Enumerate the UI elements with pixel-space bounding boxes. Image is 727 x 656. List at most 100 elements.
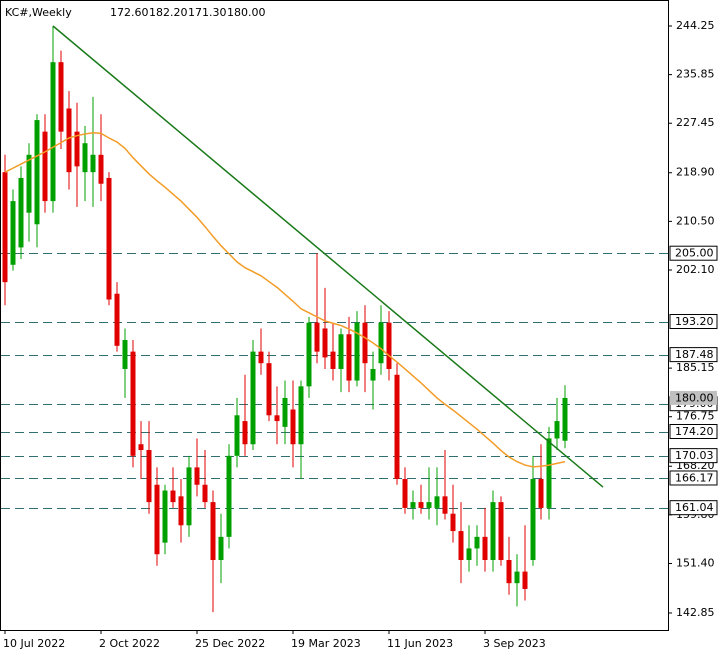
candle-body	[18, 177, 24, 248]
level-label-box	[669, 424, 718, 440]
candle-body	[562, 397, 568, 441]
candle-body	[146, 450, 152, 503]
level-label: 170.03	[675, 449, 714, 462]
header-value: 172.60	[110, 6, 149, 19]
candle-body	[378, 322, 384, 364]
moving-average	[4, 132, 566, 468]
y-tick-label: 235.85	[676, 68, 715, 81]
candle-body	[250, 351, 256, 445]
candle-body	[218, 536, 224, 561]
x-tick-label: 2 Oct 2022	[99, 637, 160, 650]
x-tick-label: 19 Mar 2023	[291, 637, 361, 650]
candle-body	[162, 490, 168, 543]
candle-body	[202, 484, 208, 503]
candle-body	[338, 334, 344, 369]
candle-body	[282, 397, 288, 427]
candle-body	[210, 502, 216, 561]
candle-body	[266, 363, 272, 416]
candle-body	[394, 374, 400, 479]
candle-body	[458, 531, 464, 561]
level-label: 161.04	[675, 501, 714, 514]
candle-body	[186, 467, 192, 526]
last-price-label: 180.00	[675, 391, 714, 404]
level-label-box	[669, 448, 718, 464]
candle-body	[234, 415, 240, 456]
candle-body	[490, 502, 496, 561]
candle-body	[26, 154, 32, 213]
candle-body	[538, 478, 544, 508]
candle-body	[314, 322, 320, 352]
candle-body	[178, 496, 184, 526]
candle-body	[450, 513, 456, 532]
candle-body	[330, 351, 336, 369]
candle-body	[306, 322, 312, 387]
y-tick-label: 185.15	[676, 361, 715, 374]
level-label: 187.48	[675, 348, 714, 361]
y-tick-label: 218.90	[676, 166, 715, 179]
candle-body	[386, 322, 392, 369]
candle-body	[242, 421, 248, 445]
candle-body	[226, 455, 232, 537]
x-tick-label: 10 Jul 2022	[3, 637, 65, 650]
chart-title: KC#,Weekly	[5, 6, 72, 19]
header-value: 182.20	[149, 6, 188, 19]
candle-body	[2, 172, 8, 283]
plot-frame	[0, 0, 669, 631]
x-tick-label: 25 Dec 2022	[195, 637, 265, 650]
candle-body	[554, 421, 560, 439]
y-tick-label: 244.25	[676, 19, 715, 32]
candle-body	[522, 571, 528, 589]
candle-body	[434, 496, 440, 508]
candle-body	[258, 351, 264, 364]
level-label-box	[669, 314, 718, 330]
level-label: 193.20	[675, 315, 714, 328]
candle-body	[122, 340, 128, 369]
y-tick-label: 227.45	[676, 116, 715, 129]
candle-body	[514, 571, 520, 584]
y-tick-label: 176.75	[676, 410, 715, 423]
level-label: 174.20	[675, 425, 714, 438]
candle-body	[418, 502, 424, 508]
candle-body	[82, 143, 88, 173]
candle-body	[114, 293, 120, 346]
candle-body	[482, 536, 488, 561]
candle-body	[322, 328, 328, 358]
candle-body	[98, 154, 104, 184]
y-tick-label: 151.40	[676, 556, 715, 569]
candle-body	[130, 351, 136, 456]
candle-body	[346, 334, 352, 381]
y-tick-label: 142.85	[676, 606, 715, 619]
candle-body	[466, 548, 472, 561]
candle-body	[362, 322, 368, 364]
candle-body	[402, 478, 408, 508]
candle-body	[106, 177, 112, 300]
x-tick-label: 3 Sep 2023	[483, 637, 546, 650]
x-tick-label: 11 Jun 2023	[387, 637, 453, 650]
candle-body	[370, 368, 376, 381]
candle-body	[298, 386, 304, 445]
y-tick-label: 210.50	[676, 214, 715, 227]
candle-body	[154, 484, 160, 555]
candle-body	[530, 478, 536, 561]
candle-body	[58, 62, 64, 132]
candle-body	[290, 409, 296, 445]
candle-body	[42, 131, 48, 202]
candle-body	[354, 322, 360, 381]
candle-body	[442, 496, 448, 514]
candle-body	[410, 502, 416, 508]
level-label-box	[669, 500, 718, 516]
candle-body	[498, 502, 504, 561]
candle-body	[426, 502, 432, 508]
candle-body	[170, 490, 176, 503]
trendline	[52, 25, 604, 488]
candle-body	[506, 560, 512, 584]
candle-body	[138, 444, 144, 451]
candle-body	[66, 108, 72, 173]
candle-body	[74, 131, 80, 167]
header-value: 180.00	[227, 6, 266, 19]
level-label-box	[669, 470, 718, 486]
level-label: 205.00	[675, 247, 714, 260]
last-price-box	[670, 390, 717, 405]
header-value: 171.30	[188, 6, 227, 19]
candle-body	[194, 467, 200, 485]
